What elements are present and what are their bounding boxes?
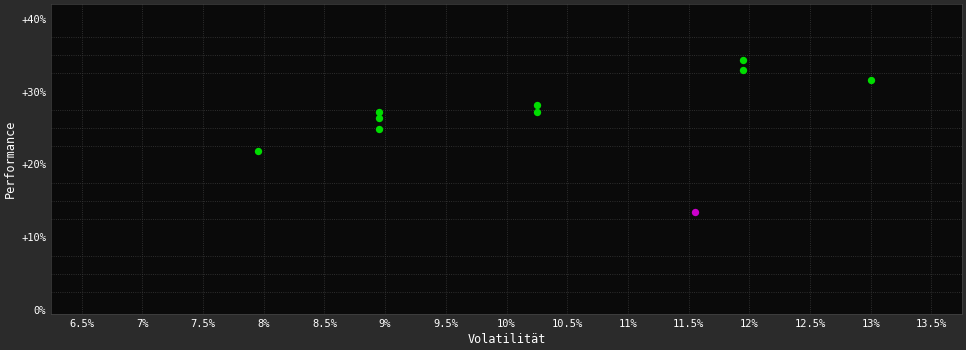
X-axis label: Volatilität: Volatilität <box>468 333 546 346</box>
Point <box>735 57 751 63</box>
Point <box>371 109 386 115</box>
Point <box>529 109 545 115</box>
Point <box>250 148 266 154</box>
Point <box>687 209 702 215</box>
Point <box>863 77 878 83</box>
Point <box>735 67 751 72</box>
Point <box>371 115 386 121</box>
Point <box>371 127 386 132</box>
Y-axis label: Performance: Performance <box>4 120 17 198</box>
Point <box>529 103 545 108</box>
